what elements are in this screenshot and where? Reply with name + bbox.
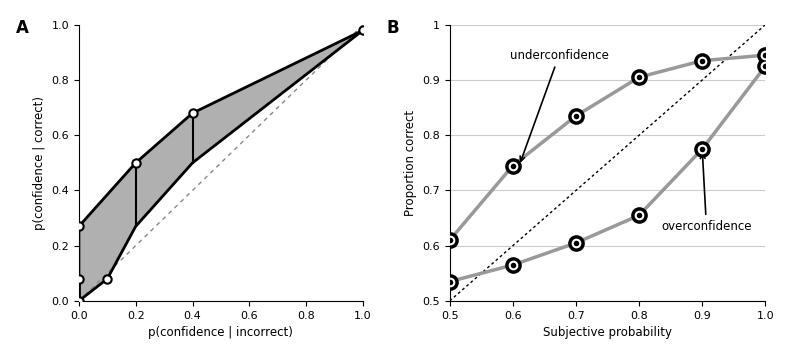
Polygon shape [79, 30, 363, 301]
Text: A: A [17, 19, 29, 37]
Text: underconfidence: underconfidence [510, 48, 608, 161]
Text: overconfidence: overconfidence [661, 154, 752, 233]
X-axis label: Subjective probability: Subjective probability [543, 326, 672, 339]
Text: B: B [387, 19, 399, 37]
X-axis label: p(confidence | incorrect): p(confidence | incorrect) [148, 326, 294, 339]
Y-axis label: p(confidence | correct): p(confidence | correct) [33, 96, 46, 230]
Y-axis label: Proportion correct: Proportion correct [404, 110, 417, 216]
